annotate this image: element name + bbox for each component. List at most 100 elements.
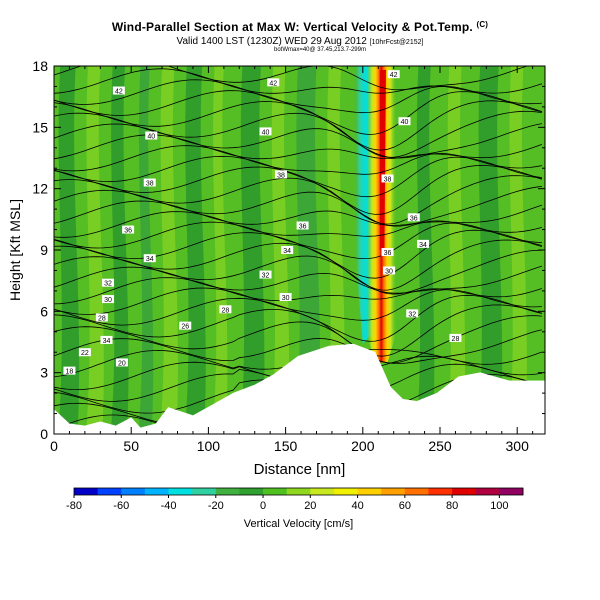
label-box [274,170,287,179]
field-band [85,66,104,434]
isentrope-line [54,329,542,365]
field-band [184,66,206,434]
isentrope-label: 30 [279,293,292,302]
label-box [78,348,91,357]
label-box [219,305,232,314]
label-box [100,335,113,344]
label-box [112,86,125,95]
field-band [416,66,435,434]
isentrope-value: 36 [124,228,132,235]
label-box [281,246,294,254]
isentrope-value: 42 [390,72,398,79]
isentrope-label: 28 [219,305,232,314]
field-band [58,66,80,434]
isentrope-label: 42 [267,78,280,87]
valid-time: Valid 1400 LST (1230Z) WED 29 Aug 2012 [176,36,367,47]
colorbar-swatch [144,488,170,495]
max-w-note: botWmax=40@ 37.45,213.7-299m [274,47,366,53]
x-tick-label: 200 [351,438,375,454]
isentrope-label: 18 [63,366,76,376]
label-box [407,213,420,222]
isentrope-label: 32 [102,278,115,288]
isentrope-line [54,287,542,321]
colorbar-swatch [286,488,311,495]
isentrope-label: 26 [179,321,192,331]
colorbar-swatch [475,488,500,495]
isentrope-line [54,164,543,215]
isentrope-value: 38 [384,176,392,183]
isentrope-line [54,66,529,91]
field-band [509,66,527,434]
isentrope-label: 36 [407,213,420,222]
isentrope-line [54,134,543,160]
isentrope-label: 42 [387,70,400,79]
isentrope-label: 42 [112,86,125,96]
isentrope-value: 40 [262,129,270,136]
colorbar-swatch [404,488,429,495]
x-tick-label: 150 [274,438,298,454]
isentrope-value: 32 [262,273,270,280]
colorbar-tick-label: -40 [161,500,177,512]
x-tick-label: 100 [197,438,221,454]
isentrope-label: 20 [115,358,128,367]
label-box [102,295,115,304]
isentrope-value: 42 [115,89,123,96]
y-tick-label: 6 [40,303,48,319]
colorbar-tick-label: 100 [490,500,508,512]
y-tick-label: 18 [32,58,48,74]
field-band [295,66,321,434]
field-band [110,66,129,434]
y-tick-label: 12 [32,181,48,197]
y-tick-label: 9 [40,242,48,258]
colorbar-tick-label: 0 [260,500,266,512]
label-box [115,358,128,367]
isentrope-label: 32 [406,309,419,318]
isentrope-value: 26 [181,324,189,331]
terrain [54,343,545,434]
x-tick-label: 0 [50,438,58,454]
isentrope-value: 20 [118,360,126,367]
isentrope-value: 40 [147,134,155,141]
chart-subtitle: Valid 1400 LST (1230Z) WED 29 Aug 2012 [… [0,36,600,47]
isentrope-label: 30 [383,266,396,275]
isentrope-value: 30 [104,297,112,304]
label-box [63,366,76,375]
isentrope-label: 28 [95,313,108,322]
colorbar-swatch [121,488,146,495]
isentrope-label: 22 [78,348,91,357]
label-box [381,248,394,257]
forecast-tag: [10hrFcst@2152] [369,39,424,46]
label-box [143,178,156,187]
x-tick-label: 50 [123,438,139,454]
label-box [417,239,430,248]
colorbar-tick-label: 20 [304,500,316,512]
isentrope-value: 36 [410,215,418,222]
isentrope-line [54,239,542,291]
isentrope-value: 36 [299,223,307,230]
isentrope-value: 32 [104,281,112,288]
label-box [296,221,309,230]
isentrope-value: 22 [81,350,89,357]
isentrope-label: 34 [100,335,113,345]
isentrope-value: 34 [103,338,111,345]
copyright-mark: (C) [476,20,489,29]
updraft-max [379,70,386,250]
label-box [95,313,108,322]
colorbar-swatch [333,488,359,495]
isentrope-value: 28 [452,336,460,343]
isentrope-line [54,249,542,295]
colorbar-frame [73,487,524,496]
isentrope-value: 38 [277,172,285,179]
y-axis-label: Height [Kft MSL] [7,199,23,301]
isentrope-label: 36 [122,225,135,235]
field-band [212,66,228,434]
label-box [179,321,192,330]
y-tick-label: 15 [32,119,48,135]
chart-title-text: Wind-Parallel Section at Max W: Vertical… [111,20,473,34]
colorbar-swatch [310,488,335,495]
isentrope-label: 36 [296,221,309,230]
label-box [259,127,272,136]
isentrope-line [54,277,543,305]
isentrope-value: 34 [283,248,291,255]
